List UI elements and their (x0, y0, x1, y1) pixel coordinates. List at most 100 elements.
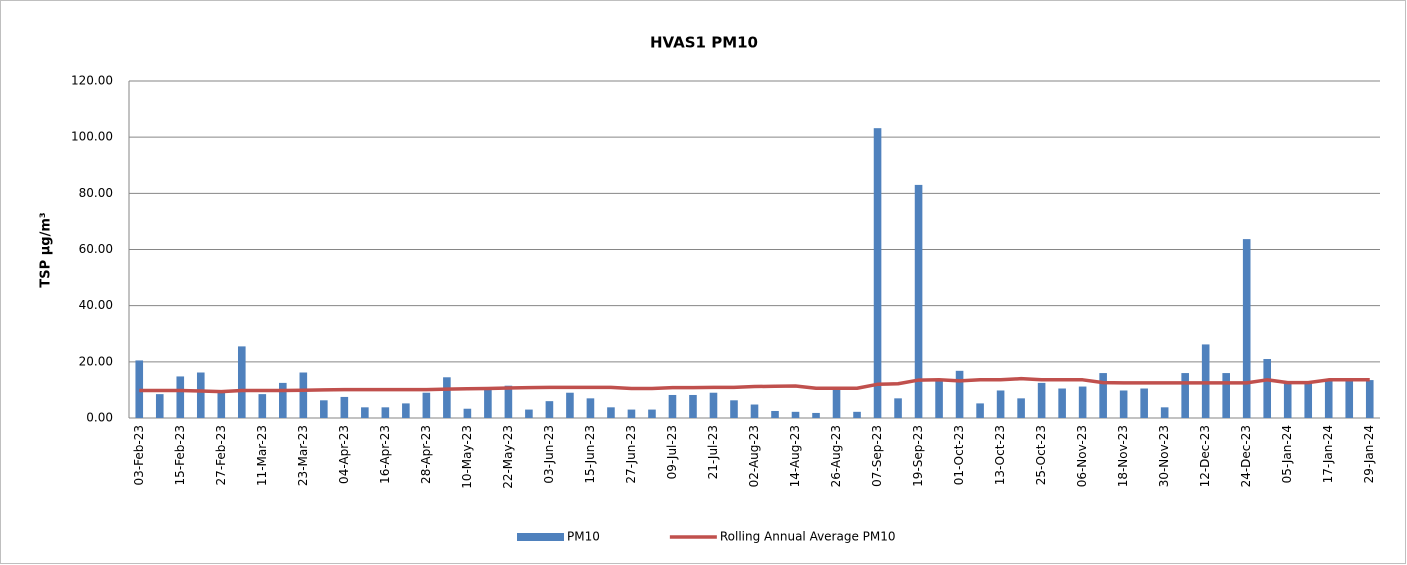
bar (689, 394, 697, 418)
line (139, 376, 1370, 394)
bar (1017, 398, 1025, 418)
y-tick-label: 0.00 (86, 411, 113, 425)
bar (935, 380, 943, 418)
x-tick-label: 04-Apr-23 (337, 425, 351, 484)
bar (812, 412, 820, 418)
x-tick-label: 29-Jan-24 (1362, 425, 1376, 483)
x-tick-label: 10-May-23 (460, 425, 474, 489)
y-tick-label: 120.00 (71, 74, 113, 88)
x-tick-label: 15-Feb-23 (173, 425, 187, 485)
bar (1263, 359, 1272, 418)
bar (422, 392, 431, 418)
bar (976, 403, 984, 418)
x-tick-label: 24-Dec-23 (1239, 425, 1253, 487)
x-tick-label: 03-Jun-23 (542, 425, 556, 484)
bar (1283, 382, 1292, 418)
bar (832, 388, 841, 418)
x-tick-label: 11-Mar-23 (255, 425, 269, 486)
y-tick-label: 100.00 (71, 130, 113, 144)
bar (873, 128, 882, 418)
bar (361, 407, 369, 418)
y-tick-label: 80.00 (79, 186, 113, 200)
bar (176, 376, 185, 418)
bar (545, 401, 554, 418)
x-tick-label: 27-Feb-23 (214, 425, 228, 485)
bar (1058, 388, 1066, 418)
bar (668, 394, 677, 418)
x-tick-label: 12-Dec-23 (1198, 425, 1212, 487)
bar (853, 411, 861, 418)
x-tick-label: 28-Apr-23 (419, 425, 433, 484)
x-tick-label: 21-Jul-23 (706, 425, 720, 479)
bar (525, 409, 533, 418)
bar (155, 394, 164, 418)
legend-swatch (517, 533, 564, 541)
bar (750, 404, 759, 418)
x-tick-label: 19-Sep-23 (911, 425, 925, 487)
x-tick-label: 02-Aug-23 (747, 425, 761, 487)
bar (955, 370, 964, 418)
bar (914, 184, 923, 418)
bar (258, 394, 267, 418)
bar (196, 372, 205, 418)
y-tick-label: 60.00 (79, 242, 113, 256)
x-tick-label: 07-Sep-23 (870, 425, 884, 487)
bar (1099, 373, 1107, 418)
chart-title: HVAS1 PM10 (650, 34, 758, 52)
x-tick-label: 27-Jun-23 (624, 425, 638, 484)
y-axis-label: TSP µg/m³ (39, 212, 54, 287)
bar (237, 346, 246, 418)
bar (566, 392, 574, 418)
bar (1160, 407, 1169, 418)
bar (996, 390, 1005, 418)
x-tick-label: 17-Jan-24 (1321, 425, 1335, 483)
x-tick-label: 18-Nov-23 (1116, 425, 1130, 487)
bar (340, 396, 349, 418)
x-tick-label: 14-Aug-23 (788, 425, 802, 487)
bar (1304, 382, 1313, 418)
bar (771, 410, 779, 418)
bar (709, 392, 718, 418)
bar (1222, 373, 1230, 418)
x-tick-label: 30-Nov-23 (1157, 425, 1171, 487)
bar (607, 407, 615, 418)
bar (1242, 239, 1251, 418)
x-tick-label: 03-Feb-23 (132, 425, 146, 485)
bar (894, 398, 902, 418)
bar (1119, 390, 1128, 418)
y-tick-label: 20.00 (79, 354, 113, 368)
bar (320, 400, 328, 418)
bar (1181, 373, 1189, 418)
bar (648, 409, 656, 418)
x-tick-label: 26-Aug-23 (829, 425, 843, 487)
x-tick-label: 09-Jul-23 (665, 425, 679, 479)
y-tick-label: 40.00 (79, 298, 113, 312)
x-tick-label: 01-Oct-23 (952, 425, 966, 485)
bar (1078, 386, 1087, 418)
x-tick-label: 22-May-23 (501, 425, 515, 489)
bar (586, 398, 595, 418)
x-tick-label: 23-Mar-23 (296, 425, 310, 486)
bar (791, 411, 800, 418)
bar (504, 385, 513, 418)
x-tick-label: 06-Nov-23 (1075, 425, 1089, 487)
bar (402, 403, 410, 418)
bar (381, 407, 390, 418)
bar (443, 377, 451, 418)
bar (1140, 388, 1148, 418)
x-tick-label: 13-Oct-23 (993, 425, 1007, 485)
bar (1365, 380, 1374, 418)
legend-label: PM10 (567, 530, 600, 544)
bar (463, 408, 472, 418)
x-tick-label: 16-Apr-23 (378, 425, 392, 484)
bar (1324, 380, 1333, 418)
bar (217, 392, 226, 418)
x-tick-label: 25-Oct-23 (1034, 425, 1048, 485)
x-tick-label: 15-Jun-23 (583, 425, 597, 484)
bar (484, 389, 492, 418)
bar (1037, 382, 1046, 418)
bar (299, 372, 308, 418)
bar (279, 382, 287, 418)
